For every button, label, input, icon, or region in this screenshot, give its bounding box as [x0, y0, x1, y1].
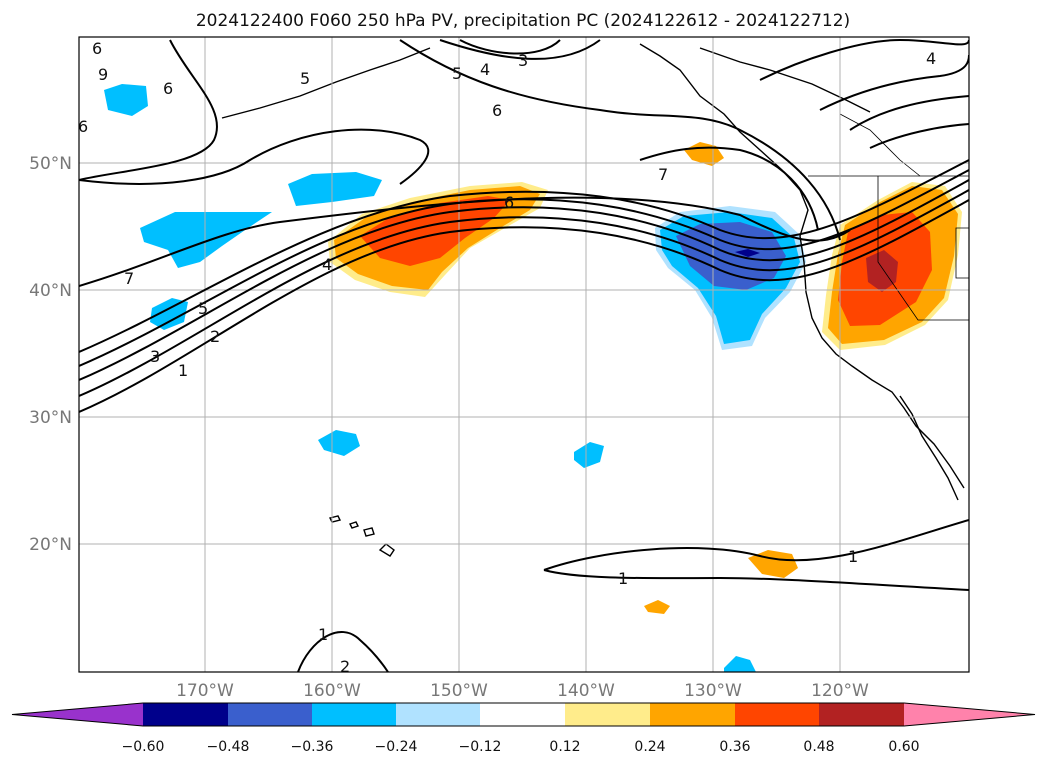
contour-label: 7 — [124, 269, 134, 288]
contour-labels: 6 6 5 6 9 5 4 3 6 7 6 7 4 5 3 2 1 4 1 1 — [78, 39, 936, 676]
lon-labels: 170°W 160°W 150°W 140°W 130°W 120°W — [176, 681, 869, 701]
contour-label: 6 — [78, 117, 88, 136]
precip-negative-west-6 — [574, 442, 604, 468]
precip-negative-coast-core — [676, 222, 786, 290]
contour-label: 7 — [658, 165, 668, 184]
lon-label: 120°W — [811, 681, 869, 701]
precip-negative-west-7 — [724, 656, 756, 672]
contour-label: 3 — [150, 347, 160, 366]
colorbar-segment — [312, 703, 396, 726]
lat-label: 30°N — [29, 408, 72, 428]
contour-label: 1 — [318, 625, 328, 644]
colorbar-segment — [143, 703, 228, 726]
precip-negative-west-3 — [104, 84, 148, 116]
colorbar-tick-label: 0.12 — [549, 739, 580, 755]
lat-label: 40°N — [29, 281, 72, 301]
colorbar-tick-label: −0.12 — [459, 739, 502, 755]
colorbar-segment — [480, 703, 565, 726]
contour-label: 4 — [480, 60, 490, 79]
colorbar-outline — [11, 702, 1036, 727]
contour-label: 5 — [300, 69, 310, 88]
lat-labels: 50°N 40°N 30°N 20°N — [29, 154, 72, 555]
contour-label: 6 — [163, 79, 173, 98]
colorbar-tick-label: 0.24 — [634, 739, 665, 755]
colorbar-segment — [396, 703, 480, 726]
colorbar-segment — [819, 703, 904, 726]
contour-label: 6 — [492, 101, 502, 120]
lon-label: 160°W — [303, 681, 361, 701]
precip-negative-coast-max — [735, 249, 760, 257]
lat-label: 20°N — [29, 535, 72, 555]
contour-label: 1 — [848, 547, 858, 566]
lat-label: 50°N — [29, 154, 72, 174]
lon-label: 130°W — [684, 681, 742, 701]
lon-label: 140°W — [557, 681, 615, 701]
contour-label: 2 — [210, 327, 220, 346]
colorbar-segment — [565, 703, 650, 726]
contour-label: 4 — [926, 49, 936, 68]
colorbar-tick-label: −0.60 — [122, 739, 165, 755]
lon-label: 150°W — [430, 681, 488, 701]
colorbar-tick-label: −0.48 — [207, 739, 250, 755]
precip-positive-us-max — [866, 250, 898, 292]
pv-contours — [79, 38, 969, 672]
contour-label: 6 — [504, 193, 514, 212]
colorbar-tick-label: 0.48 — [803, 739, 834, 755]
precip-negative-west-5 — [318, 430, 360, 456]
contour-label: 6 — [92, 39, 102, 58]
colorbar-ticks: −0.60 −0.48 −0.36 −0.24 −0.12 0.12 0.24 … — [122, 739, 920, 755]
contour-label: 5 — [452, 64, 462, 83]
colorbar-tick-label: 0.60 — [888, 739, 919, 755]
contour-label: 5 — [198, 299, 208, 318]
colorbar-extend-high — [904, 703, 1035, 726]
map-panel: 6 6 5 6 9 5 4 3 6 7 6 7 4 5 3 2 1 4 1 1 — [78, 36, 970, 676]
lon-label: 170°W — [176, 681, 234, 701]
colorbar-tick-label: −0.24 — [375, 739, 418, 755]
figure-title: 2024122400 F060 250 hPa PV, precipitatio… — [196, 11, 850, 31]
contour-label: 1 — [618, 569, 628, 588]
map-frame — [78, 36, 970, 673]
contour-label: 4 — [322, 255, 332, 274]
colorbar-extend-low — [12, 703, 143, 726]
precip-positive-patch-south — [644, 600, 670, 614]
colorbar-tick-label: −0.36 — [291, 739, 334, 755]
colorbar — [11, 702, 1036, 727]
contour-label: 3 — [518, 51, 528, 70]
colorbar-tick-label: 0.36 — [719, 739, 750, 755]
precip-negative-west-2 — [288, 172, 382, 206]
contour-label: 1 — [178, 361, 188, 380]
coastlines — [221, 43, 965, 557]
borders — [808, 113, 969, 321]
colorbar-segment — [735, 703, 819, 726]
colorbar-segment — [650, 703, 735, 726]
contour-label: 9 — [98, 65, 108, 84]
contour-label: 2 — [340, 657, 350, 676]
precip-positive-pacific-core — [360, 196, 510, 266]
colorbar-segment — [228, 703, 312, 726]
precip-negative-west-4 — [150, 298, 188, 330]
